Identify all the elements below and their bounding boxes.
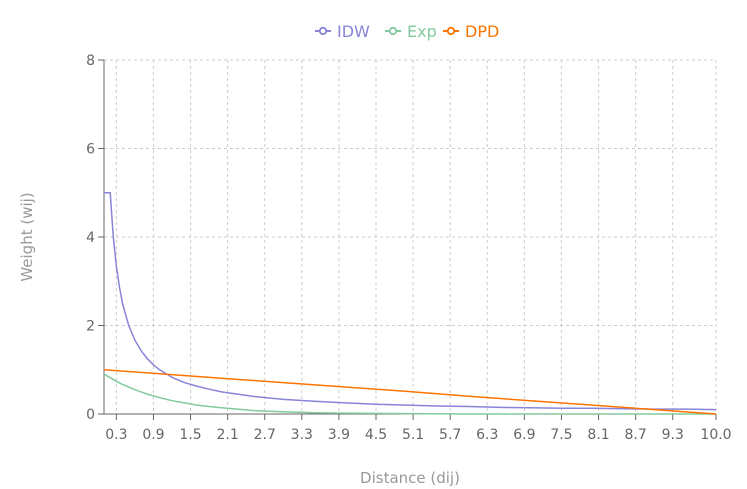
y-tick-label: 6 — [86, 142, 95, 158]
y-tick-label: 4 — [86, 230, 95, 246]
y-axis-title: Weight (wij) — [18, 192, 36, 281]
y-tick-label: 0 — [86, 407, 95, 423]
legend-item-dpd[interactable]: DPD — [443, 22, 499, 41]
series-line-idw — [104, 192, 717, 411]
series-line-dpd — [103, 369, 717, 415]
x-tick-label: 0.3 — [105, 427, 127, 443]
legend-label: IDW — [337, 22, 370, 41]
x-tick-label: 9.3 — [662, 427, 684, 443]
x-tick-label: 7.5 — [550, 427, 572, 443]
x-tick-label: 5.1 — [402, 427, 424, 443]
legend[interactable]: IDW Exp DPD — [315, 22, 499, 41]
x-tick-label: 4.5 — [365, 427, 387, 443]
x-tick-label: 3.9 — [328, 427, 350, 443]
y-tick-label: 8 — [86, 53, 95, 69]
x-tick-label: 1.5 — [179, 427, 201, 443]
series-lines — [103, 192, 717, 415]
legend-dot-marker — [388, 26, 398, 36]
x-tick-label: 8.7 — [625, 427, 647, 443]
x-tick-label: 6.3 — [476, 427, 498, 443]
axes: 0 2 4 6 8 0.3 0.9 1.5 2.1 2.7 3.3 3.9 4.5 5.1 5.7 6.3 6.… — [86, 53, 732, 443]
x-tick-label: 8.1 — [587, 427, 609, 443]
y-tick-label: 2 — [86, 319, 95, 335]
legend-label: DPD — [465, 22, 499, 41]
legend-label: Exp — [407, 22, 437, 41]
legend-item-idw[interactable]: IDW — [315, 22, 370, 41]
x-tick-label: 5.7 — [439, 427, 461, 443]
x-tick-label: 10.0 — [700, 427, 731, 443]
x-tick-label: 0.9 — [142, 427, 164, 443]
legend-dot-marker — [446, 26, 456, 36]
grid — [103, 59, 717, 414]
x-tick-label: 3.3 — [291, 427, 313, 443]
x-tick-label: 2.7 — [254, 427, 276, 443]
legend-dot-marker — [318, 26, 328, 36]
legend-item-exp[interactable]: Exp — [385, 22, 437, 41]
x-tick-label: 6.9 — [513, 427, 535, 443]
x-axis-title: Distance (dij) — [360, 469, 460, 487]
x-tick-label: 2.1 — [217, 427, 239, 443]
series-line-exp — [103, 373, 716, 415]
